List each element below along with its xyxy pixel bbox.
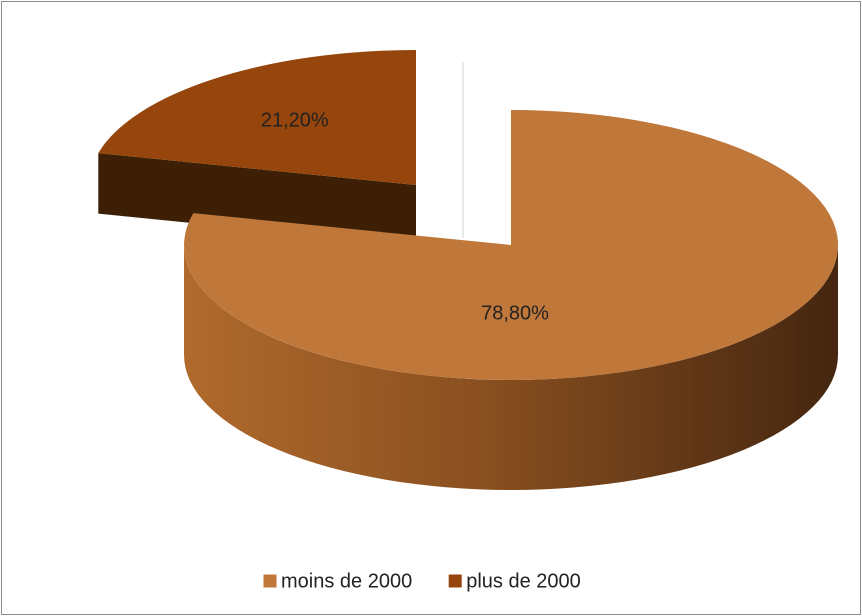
data-label: 21,20% (261, 110, 329, 132)
legend-label: plus de 2000 (466, 570, 581, 592)
legend-label: moins de 2000 (281, 570, 412, 592)
data-label: 78,80% (481, 302, 549, 324)
slice-side (184, 245, 838, 490)
legend: moins de 2000 plus de 2000 (262, 570, 581, 592)
slice-cut-face (98, 153, 417, 246)
legend-swatch (262, 573, 278, 589)
slice-top (184, 110, 839, 381)
legend-swatch (447, 573, 463, 589)
slice-top (98, 50, 417, 185)
plot: 21,20% 78,80% (98, 50, 839, 490)
